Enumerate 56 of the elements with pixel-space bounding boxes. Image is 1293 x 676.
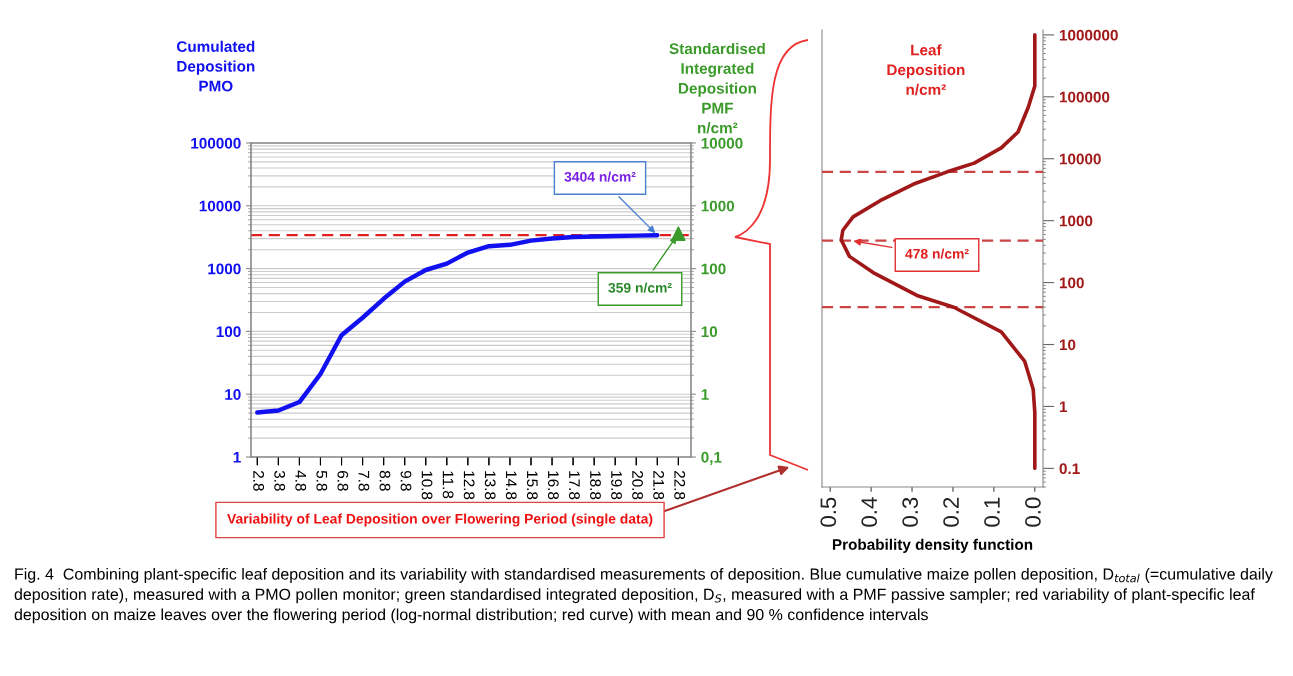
- y-tick-label: 100000: [191, 137, 241, 149]
- y-tick-label: 1000: [208, 263, 241, 275]
- y-tick-label: 10: [701, 326, 718, 338]
- y-tick-label: 10000: [701, 137, 743, 149]
- x-tick-label: 9.8: [400, 470, 412, 491]
- y-tick-label: 100: [216, 326, 241, 338]
- y-tick-label: 100000: [1059, 91, 1110, 103]
- line-series: [839, 33, 1037, 471]
- x-tick-label: 0.2: [943, 497, 959, 527]
- x-tick-label: 22.8: [674, 470, 686, 500]
- y-tick-label: 10000: [199, 200, 241, 212]
- annotation: 359 n/cm²: [608, 282, 672, 293]
- x-tick-label: 0.5: [820, 497, 837, 527]
- x-tick-label: 13.8: [484, 471, 496, 500]
- x-tick-label: 3.8: [274, 470, 286, 491]
- y-tick-label: 1000000: [1059, 29, 1118, 41]
- y-axis-title: Leaf Deposition n/cm²: [887, 44, 965, 96]
- x-tick-label: 6.8: [337, 470, 349, 491]
- x-tick-label: 14.8: [505, 471, 517, 500]
- text: Variability of Leaf Deposition over Flowering Period (single data): [227, 513, 653, 527]
- x-tick-label: 16.8: [547, 471, 559, 500]
- x-tick-label: 8.8: [379, 470, 391, 491]
- x-tick-label: 0.3: [902, 497, 918, 527]
- x-tick-label: 17.8: [569, 471, 580, 500]
- x-tick-label: 0.0: [1025, 497, 1041, 527]
- y-tick-label: 1: [1059, 401, 1068, 412]
- y-axis-title: Standardised Integrated Deposition PMF n/cm²: [669, 42, 765, 134]
- x-tick-label: 2.8: [253, 470, 265, 491]
- x-tick-label: 10.8: [421, 471, 433, 500]
- x-tick-label: 12.8: [463, 471, 475, 500]
- x-tick-label: 4.8: [295, 470, 307, 491]
- y-axis-title: Cumulated Deposition PMO: [176, 40, 255, 92]
- annotation: 3404 n/cm²: [564, 171, 636, 182]
- y-tick-label: 10000: [1059, 153, 1101, 165]
- y-tick-label: 1: [701, 389, 709, 400]
- y-tick-label: 1000: [701, 200, 735, 212]
- y-tick-label: 100: [701, 263, 726, 275]
- y-tick-label: 0,1: [701, 451, 722, 465]
- y-tick-label: 10: [1059, 339, 1076, 351]
- x-tick-label: 0.4: [861, 497, 878, 527]
- x-tick-label: 15.8: [526, 471, 538, 500]
- text: Fig. 4 Combining plant-specific leaf deposition and its variability with standardised measurements of deposition. Blue cumulative maize pollen deposition, D$_{total}$ (=cumulative daily deposition rate), measured with a PMO pollen monitor; green standardised integrated deposition, D$_{S}$, measured with a PMF passive sampler; red variability of plant-specific leaf deposition on maize leaves over the flowering period (log-normal distribution; red curve) with mean and 90 % confidence intervals: [14, 568, 1273, 624]
- y-tick-label: 1: [233, 452, 241, 463]
- x-tick-label: 20.8: [632, 470, 643, 500]
- x-tick-label: 0.1: [984, 497, 1000, 527]
- y-tick-label: 100: [1059, 277, 1084, 289]
- x-tick-label: 11.8: [442, 471, 454, 499]
- x-tick-label: 5.8: [316, 470, 328, 491]
- y-tick-label: 10: [225, 389, 241, 400]
- y-tick-label: 1000: [1059, 215, 1093, 227]
- annotation: 478 n/cm²: [905, 248, 969, 259]
- x-tick-label: 21.8: [653, 470, 665, 500]
- x-tick-label: 19.8: [611, 471, 622, 500]
- x-tick-label: 18.8: [590, 471, 601, 500]
- x-tick-label: 7.8: [358, 470, 370, 491]
- x-axis-title: Probability density function: [832, 538, 1033, 553]
